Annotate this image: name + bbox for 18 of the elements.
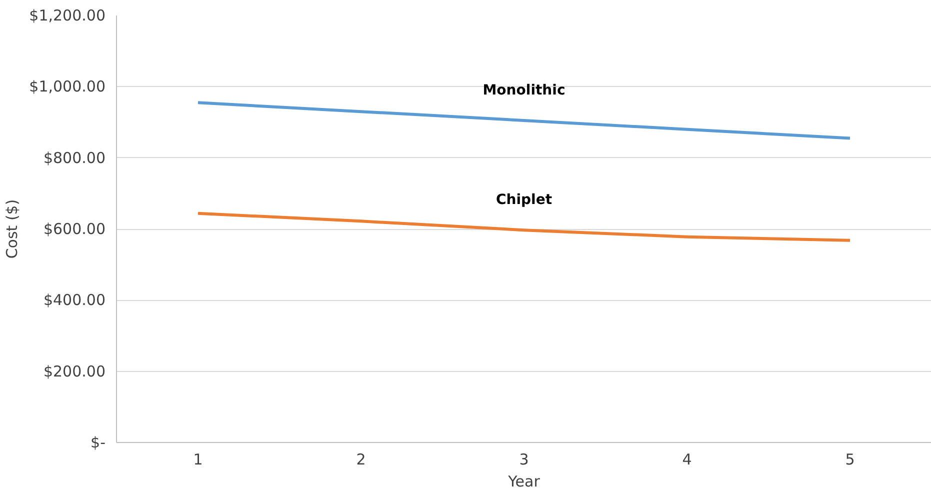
- x-tick-label: 4: [682, 450, 692, 468]
- line-series: [196, 101, 852, 140]
- line-series: [196, 212, 852, 242]
- series-label: Monolithic: [482, 82, 566, 98]
- x-axis-title: Year: [507, 472, 541, 490]
- y-tick-label: $1,200.00: [29, 6, 106, 24]
- series-label: Chiplet: [496, 192, 552, 208]
- y-tick-label: $-: [90, 434, 106, 452]
- x-tick-label: 1: [193, 450, 203, 468]
- y-tick-label: $800.00: [43, 148, 106, 167]
- x-tick-label: 5: [845, 450, 855, 468]
- y-tick-label: $200.00: [43, 362, 106, 380]
- y-tick-label: $400.00: [43, 291, 106, 310]
- y-tick-label: $1,000.00: [29, 78, 106, 96]
- y-tick-label: $600.00: [43, 220, 106, 238]
- x-tick-label: 2: [356, 450, 366, 468]
- x-tick-label: 3: [519, 450, 529, 468]
- y-axis-title: Cost ($): [3, 199, 22, 259]
